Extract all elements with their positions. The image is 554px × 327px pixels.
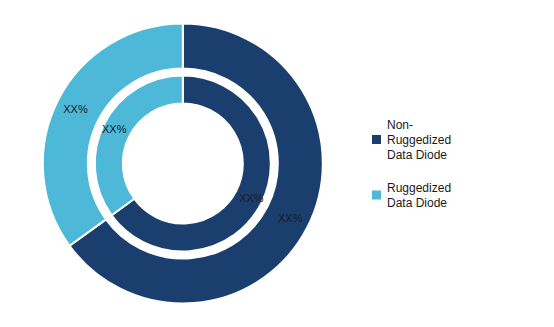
svg-text:Data Diode: Data Diode (387, 148, 447, 162)
svg-text:XX%: XX% (278, 212, 303, 224)
svg-text:Non-: Non- (387, 118, 413, 132)
svg-text:Data Diode: Data Diode (387, 196, 447, 210)
svg-text:Ruggedized: Ruggedized (387, 181, 451, 195)
svg-text:Ruggedized: Ruggedized (387, 133, 451, 147)
svg-text:XX%: XX% (239, 192, 264, 204)
svg-text:XX%: XX% (63, 103, 88, 115)
svg-text:XX%: XX% (102, 123, 127, 135)
